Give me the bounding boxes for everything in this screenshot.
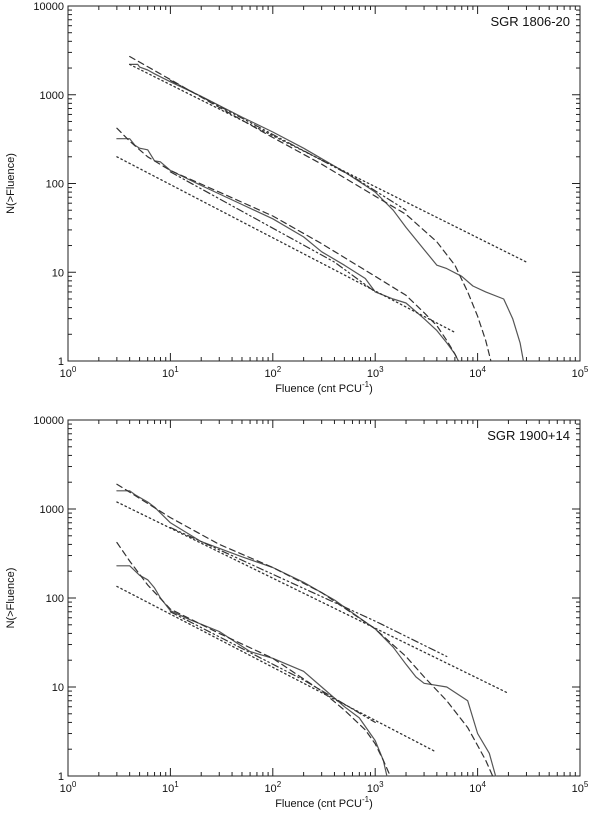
plot-frame xyxy=(67,5,581,362)
plot-frame xyxy=(67,419,581,777)
y-axis-label: N(>Fluence) xyxy=(5,568,17,629)
x-tick-label: 103 xyxy=(367,365,384,380)
x-tick-label: 104 xyxy=(469,780,486,795)
y-axis-label: N(>Fluence) xyxy=(5,153,17,214)
series-line-dashdot-8 xyxy=(169,171,376,293)
y-tick-label: 10000 xyxy=(33,1,64,13)
series-line-dotted-7 xyxy=(116,585,436,752)
panel-title: SGR 1806-20 xyxy=(491,14,571,29)
y-tick-label: 1000 xyxy=(40,504,64,516)
y-tick-label: 100 xyxy=(46,179,64,191)
series-line-solid-1 xyxy=(116,490,497,777)
x-axis-label: Fluence (cnt PCU-1) xyxy=(275,380,373,395)
series-line-dashdot-4 xyxy=(169,526,448,658)
x-tick-label: 101 xyxy=(162,365,179,380)
series-line-dotted-3 xyxy=(116,501,510,694)
y-tick-label: 10 xyxy=(52,267,64,279)
x-tick-label: 104 xyxy=(469,365,486,380)
series-line-dashdot-8 xyxy=(169,611,376,724)
x-tick-label: 103 xyxy=(367,780,384,795)
series-line-dashdot-4 xyxy=(169,79,407,211)
series-line-solid-1 xyxy=(129,63,525,362)
x-tick-label: 102 xyxy=(264,780,281,795)
y-tick-label: 10000 xyxy=(33,415,64,427)
series-line-dashed-2 xyxy=(129,55,492,362)
x-tick-label: 105 xyxy=(572,365,589,380)
panel-title: SGR 1900+14 xyxy=(487,428,570,443)
series-line-solid-5 xyxy=(116,565,388,777)
x-tick-label: 105 xyxy=(572,780,589,795)
series-line-solid-5 xyxy=(116,138,459,362)
series-line-dotted-7 xyxy=(116,156,456,334)
y-tick-label: 1 xyxy=(58,771,64,783)
chart-panel-1: 100 101 102 103 104 105 1 10 100 1000 10000 Fluence… xyxy=(5,1,589,395)
x-axis-label: Fluence (cnt PCU-1) xyxy=(275,795,373,810)
series-line-dashed-6 xyxy=(116,127,459,362)
series-line-dashed-6 xyxy=(116,541,391,777)
chart-panel-2: 100 101 102 103 104 105 1 10 100 1000 10000 Fluence… xyxy=(5,415,589,810)
series-line-dashed-2 xyxy=(116,483,494,777)
y-tick-label: 1 xyxy=(58,356,64,368)
y-tick-label: 100 xyxy=(46,593,64,605)
x-tick-label: 102 xyxy=(264,365,281,380)
x-tick-label: 100 xyxy=(60,780,77,795)
y-tick-label: 1000 xyxy=(40,90,64,102)
x-tick-label: 100 xyxy=(60,365,77,380)
y-tick-label: 10 xyxy=(52,682,64,694)
x-tick-label: 101 xyxy=(162,780,179,795)
